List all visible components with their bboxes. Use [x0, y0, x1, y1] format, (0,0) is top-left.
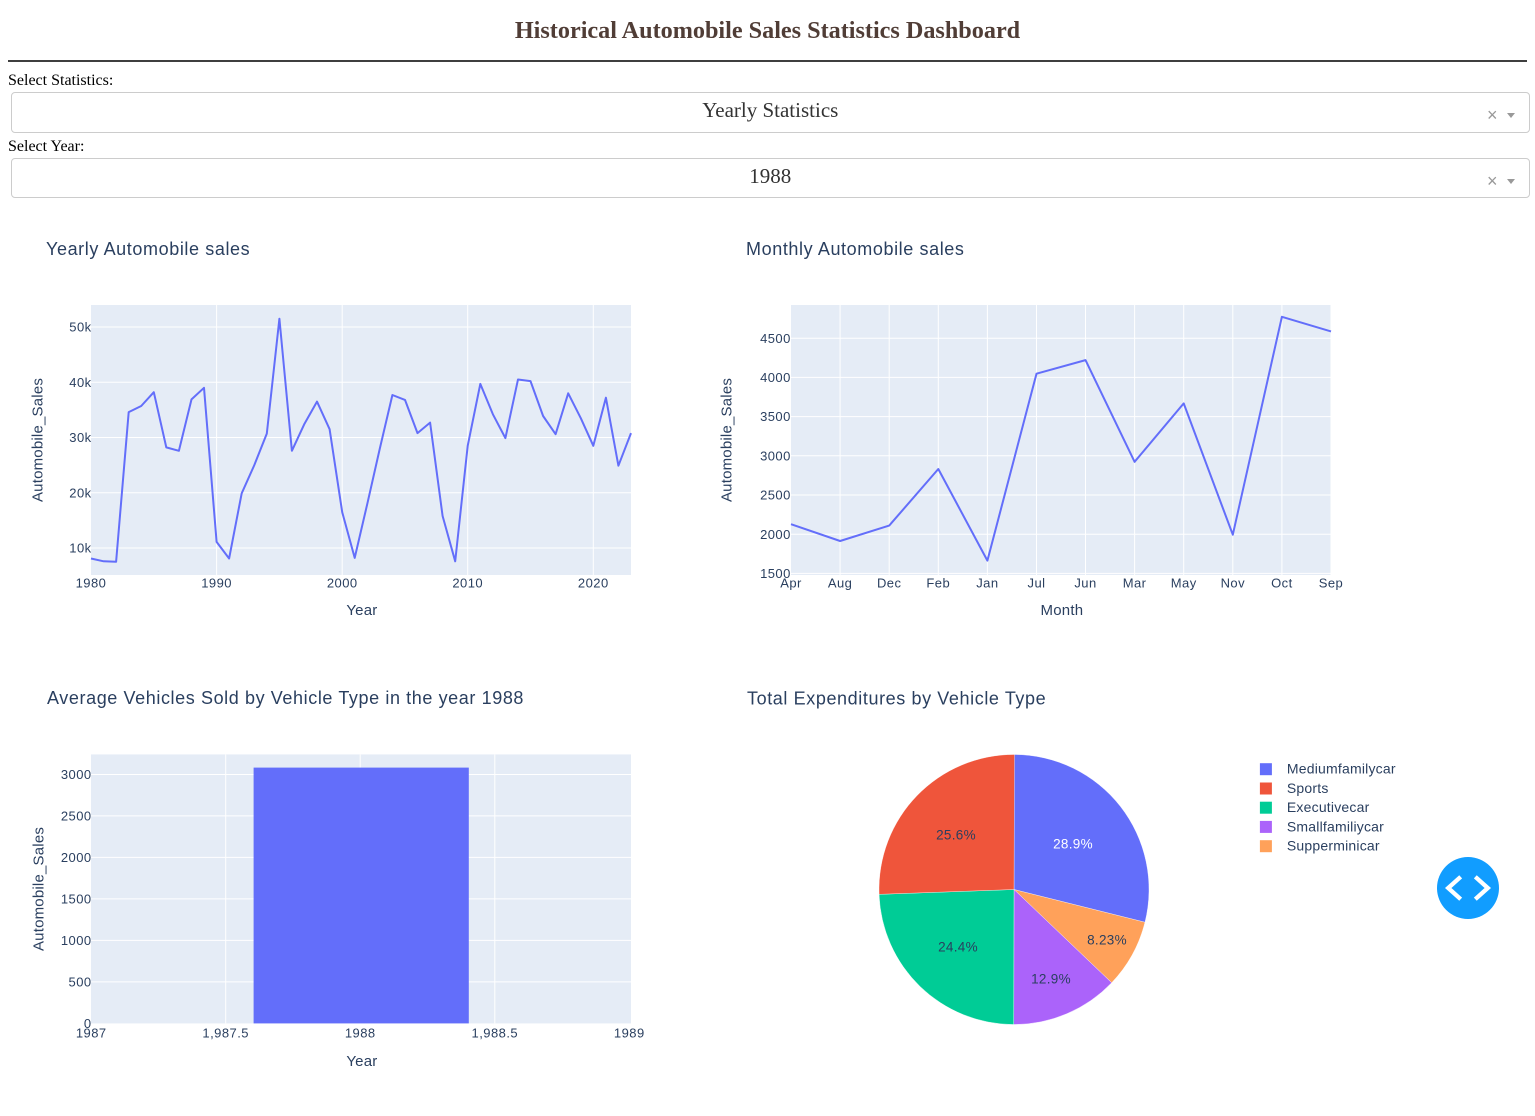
svg-text:8.23%: 8.23% — [1087, 933, 1127, 948]
svg-text:2000: 2000 — [760, 527, 791, 542]
svg-text:Mediumfamilycar: Mediumfamilycar — [1287, 761, 1396, 777]
svg-text:Feb: Feb — [926, 576, 950, 591]
svg-text:May: May — [1171, 576, 1197, 591]
svg-text:Nov: Nov — [1221, 576, 1246, 591]
svg-text:Yearly Automobile sales: Yearly Automobile sales — [46, 239, 250, 259]
svg-text:Mar: Mar — [1123, 576, 1147, 591]
svg-text:24.4%: 24.4% — [938, 940, 978, 955]
svg-text:1500: 1500 — [61, 892, 92, 907]
svg-text:Automobile_Sales: Automobile_Sales — [718, 378, 735, 502]
svg-text:3000: 3000 — [61, 767, 92, 782]
svg-text:Aug: Aug — [828, 576, 852, 591]
svg-text:1,987.5: 1,987.5 — [202, 1026, 249, 1041]
svg-text:4000: 4000 — [760, 370, 791, 385]
svg-text:Jan: Jan — [976, 576, 998, 591]
svg-text:1988: 1988 — [345, 1026, 376, 1041]
svg-text:Total Expenditures by Vehicle: Total Expenditures by Vehicle Type — [747, 689, 1046, 709]
svg-text:25.6%: 25.6% — [936, 828, 976, 843]
svg-text:2020: 2020 — [578, 576, 609, 591]
svg-text:2010: 2010 — [452, 576, 483, 591]
svg-text:28.9%: 28.9% — [1053, 837, 1093, 852]
svg-text:Executivecar: Executivecar — [1287, 799, 1370, 815]
svg-text:2000: 2000 — [61, 850, 92, 865]
svg-text:30k: 30k — [69, 430, 91, 445]
svg-text:1990: 1990 — [201, 576, 232, 591]
svg-text:2000: 2000 — [327, 576, 358, 591]
svg-text:Smallfamiliycar: Smallfamiliycar — [1287, 818, 1384, 834]
svg-text:50k: 50k — [69, 320, 91, 335]
svg-text:20k: 20k — [69, 485, 91, 500]
svg-text:12.9%: 12.9% — [1031, 972, 1071, 987]
svg-text:1989: 1989 — [614, 1026, 645, 1041]
svg-text:Oct: Oct — [1271, 576, 1293, 591]
svg-text:Sep: Sep — [1319, 576, 1343, 591]
svg-text:10k: 10k — [69, 541, 91, 556]
svg-text:4500: 4500 — [760, 331, 791, 346]
svg-text:Supperminicar: Supperminicar — [1287, 838, 1380, 854]
svg-text:1,988.5: 1,988.5 — [472, 1026, 519, 1041]
svg-text:Apr: Apr — [780, 576, 802, 591]
svg-text:1500: 1500 — [760, 566, 791, 581]
svg-text:1980: 1980 — [76, 576, 107, 591]
svg-text:Sports: Sports — [1287, 780, 1329, 796]
svg-text:Automobile_Sales: Automobile_Sales — [30, 827, 47, 951]
svg-text:Month: Month — [1041, 602, 1084, 619]
svg-text:Monthly Automobile sales: Monthly Automobile sales — [746, 239, 965, 259]
svg-text:2500: 2500 — [760, 488, 791, 503]
svg-text:3500: 3500 — [760, 409, 791, 424]
svg-text:Year: Year — [346, 1053, 377, 1070]
svg-text:Jul: Jul — [1028, 576, 1046, 591]
svg-text:Automobile_Sales: Automobile_Sales — [29, 378, 46, 502]
svg-text:Dec: Dec — [877, 576, 902, 591]
svg-text:2500: 2500 — [61, 809, 92, 824]
svg-text:Year: Year — [346, 602, 377, 619]
svg-text:500: 500 — [69, 975, 92, 990]
svg-text:1987: 1987 — [76, 1026, 107, 1041]
svg-text:Average Vehicles Sold by Vehic: Average Vehicles Sold by Vehicle Type in… — [47, 688, 524, 708]
svg-text:1000: 1000 — [61, 933, 92, 948]
svg-text:0: 0 — [84, 1016, 92, 1031]
svg-text:40k: 40k — [69, 375, 91, 390]
svg-text:Jun: Jun — [1074, 576, 1096, 591]
svg-text:3000: 3000 — [760, 448, 791, 463]
